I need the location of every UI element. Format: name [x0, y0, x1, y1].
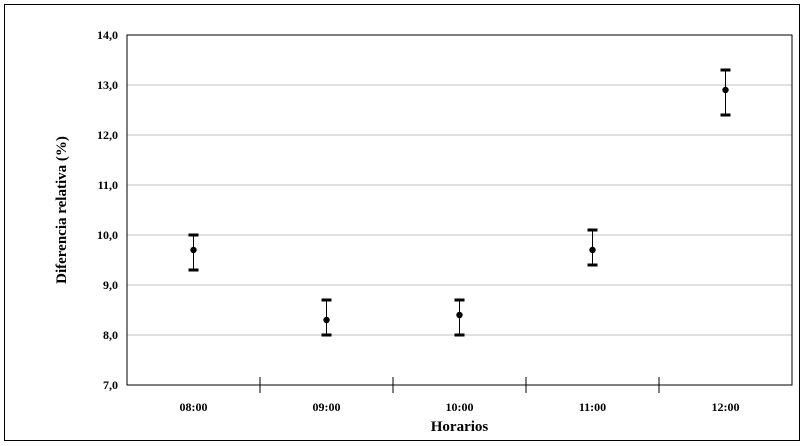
x-axis-tick-labels: 08:00 09:00 10:00 11:00 12:00	[180, 400, 740, 414]
gridlines	[127, 84, 792, 336]
error-bar-cap-high	[321, 298, 332, 302]
x-tick-label: 11:00	[579, 400, 606, 414]
data-points	[188, 68, 731, 337]
data-point-group	[188, 233, 199, 272]
data-point	[456, 311, 463, 319]
error-bar-cap-low	[720, 113, 731, 117]
data-point	[323, 316, 330, 324]
error-bar-cap-low	[321, 333, 332, 337]
x-tick-label: 10:00	[446, 400, 474, 414]
data-point	[190, 246, 197, 254]
axes	[126, 34, 793, 386]
y-tick-label: 10,0	[97, 228, 118, 242]
y-tick-label: 9,0	[103, 278, 118, 292]
y-axis-tick-labels: 7,0 8,0 9,0 10,0 11,0 12,0 13,0 14,0	[97, 28, 118, 392]
error-bar-cap-low	[454, 333, 465, 337]
x-tick-label: 09:00	[313, 400, 341, 414]
x-axis-title: Horarios	[431, 419, 489, 435]
data-point	[722, 86, 729, 94]
y-axis-title: Diferencia relativa (%)	[54, 136, 70, 284]
error-bar-cap-high	[454, 298, 465, 302]
y-tick-label: 8,0	[103, 328, 118, 342]
error-bar-cap-high	[587, 228, 598, 232]
x-tick-label: 08:00	[180, 400, 208, 414]
data-point	[589, 246, 596, 254]
data-point-group	[720, 68, 731, 117]
x-axis-tick-marks	[259, 377, 660, 393]
plot-area	[126, 34, 793, 386]
chart-frame	[4, 4, 800, 441]
y-tick-label: 12,0	[97, 128, 118, 142]
error-bar-cap-low	[188, 268, 199, 272]
error-bar-cap-low	[587, 263, 598, 267]
y-tick-label: 13,0	[97, 78, 118, 92]
y-tick-label: 7,0	[103, 378, 118, 392]
data-point-group	[454, 298, 465, 337]
y-tick-label: 14,0	[97, 28, 118, 42]
error-bar-cap-high	[720, 68, 731, 72]
x-tick-label: 12:00	[712, 400, 740, 414]
data-point-group	[321, 298, 332, 337]
y-tick-label: 11,0	[98, 178, 118, 192]
error-bar-cap-high	[188, 233, 199, 237]
data-point-group	[587, 228, 598, 267]
